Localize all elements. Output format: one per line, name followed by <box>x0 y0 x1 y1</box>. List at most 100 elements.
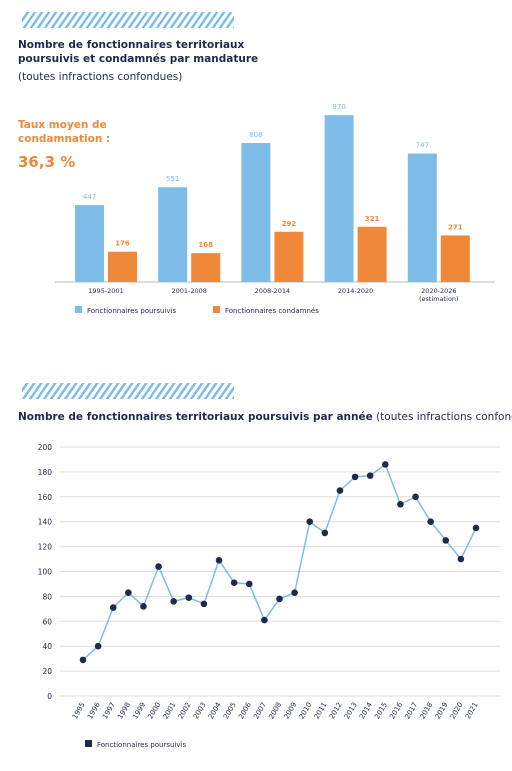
point <box>336 487 344 494</box>
bar <box>108 251 137 282</box>
point <box>412 493 419 501</box>
y-tick-label: 80 <box>42 592 52 601</box>
point <box>442 537 450 544</box>
x-tick-label: 2000 <box>146 701 162 720</box>
line <box>82 463 477 661</box>
x-tick-label: 1998 <box>116 701 132 720</box>
x-tick-label: 2004 <box>207 701 223 721</box>
x-tick-label: 2020 <box>449 701 465 720</box>
point <box>140 603 147 610</box>
legend-label: Fonctionnaires poursuivis <box>87 307 176 315</box>
point <box>427 518 434 525</box>
x-tick-label: 2014-2020 <box>337 287 374 295</box>
point <box>155 563 162 570</box>
y-tick-label: 40 <box>42 642 52 651</box>
value-label: 168 <box>198 241 213 249</box>
x-tick-label: 2019 <box>434 701 450 720</box>
y-tick-label: 160 <box>38 493 53 502</box>
point <box>472 524 480 532</box>
x-tick-label: 1995-2001 <box>88 287 124 295</box>
y-tick-label: 120 <box>38 543 53 552</box>
x-tick-label: 2001-2008 <box>171 287 207 295</box>
x-tick-label: 1996 <box>86 701 102 721</box>
x-tick-label: 2016 <box>388 701 404 721</box>
bar <box>158 187 188 282</box>
bar <box>191 253 221 282</box>
x-tick-label: 2002 <box>177 701 193 720</box>
point <box>94 642 102 650</box>
point <box>366 472 374 479</box>
x-tick-label: 2017 <box>403 701 419 720</box>
decor-stripes <box>22 383 234 399</box>
point <box>109 604 117 611</box>
value-label: 321 <box>365 215 380 223</box>
point <box>457 555 465 563</box>
x-tick-label: 2010 <box>298 701 314 720</box>
y-tick-label: 0 <box>47 692 52 701</box>
x-tick-label: 2009 <box>283 701 299 720</box>
point <box>261 616 268 624</box>
y-tick-label: 60 <box>42 617 52 626</box>
value-label: 292 <box>282 220 297 228</box>
x-tick-label: 1995 <box>71 701 87 720</box>
x-tick-label: 2015 <box>373 701 389 720</box>
value-label: 747 <box>416 142 429 150</box>
value-label: 970 <box>332 103 345 111</box>
point <box>245 580 253 588</box>
title: Nombre de fonctionnaires territoriaux po… <box>18 411 373 423</box>
y-tick-label: 100 <box>38 568 53 577</box>
x-tick-label: 1997 <box>101 701 117 720</box>
point <box>397 500 404 508</box>
value-label: 808 <box>249 131 262 139</box>
point <box>200 600 208 608</box>
point <box>79 656 87 664</box>
bar <box>357 226 387 282</box>
x-tick-label: 2012 <box>328 701 344 720</box>
point <box>321 529 329 537</box>
value-label: 551 <box>166 175 179 183</box>
point <box>276 595 283 603</box>
x-tick-label: 2021 <box>464 701 480 720</box>
legend-swatch <box>75 306 82 313</box>
x-tick-label: 2006 <box>237 701 253 721</box>
point <box>230 579 238 587</box>
y-tick-label: 200 <box>38 443 53 452</box>
legend-swatch <box>213 306 220 313</box>
legend-swatch <box>85 740 92 747</box>
x-tick-label: 2018 <box>419 701 435 720</box>
y-tick-label: 20 <box>42 667 52 676</box>
bar <box>274 231 304 282</box>
point <box>382 461 389 468</box>
x-tick-label: 2003 <box>192 701 208 720</box>
point <box>215 556 223 564</box>
point <box>306 518 314 525</box>
value-label: 271 <box>448 223 463 231</box>
bar <box>407 153 437 282</box>
x-tick-label: 2008-2014 <box>254 287 291 295</box>
bar <box>440 235 470 282</box>
annotation-label: Taux moyen de condamnation : <box>18 119 111 145</box>
subtitle: (toutes infractions confondues) <box>376 411 512 423</box>
legend-label: Fonctionnaires poursuivis <box>97 741 186 749</box>
decor-stripes <box>22 12 234 28</box>
point <box>185 594 193 601</box>
x-tick-label: 2011 <box>313 701 329 720</box>
x-tick-label: 2005 <box>222 701 238 720</box>
point <box>351 473 359 481</box>
bar <box>75 205 104 282</box>
point <box>291 589 298 596</box>
chart-title: Nombre de fonctionnaires territoriaux po… <box>18 39 259 65</box>
value-label: 176 <box>115 240 130 248</box>
point <box>170 598 177 605</box>
x-tick-label: 1999 <box>131 701 147 720</box>
point <box>125 589 132 596</box>
x-tick-label: 2013 <box>343 701 359 720</box>
chart-title: Nombre de fonctionnaires territoriaux po… <box>18 411 512 423</box>
legend-label: Fonctionnaires condamnés <box>225 307 319 315</box>
x-tick-label: 2008 <box>267 701 283 720</box>
x-tick-label: 2001 <box>162 701 178 720</box>
y-tick-label: 180 <box>38 468 53 477</box>
annotation-value: 36,3 % <box>18 153 76 171</box>
